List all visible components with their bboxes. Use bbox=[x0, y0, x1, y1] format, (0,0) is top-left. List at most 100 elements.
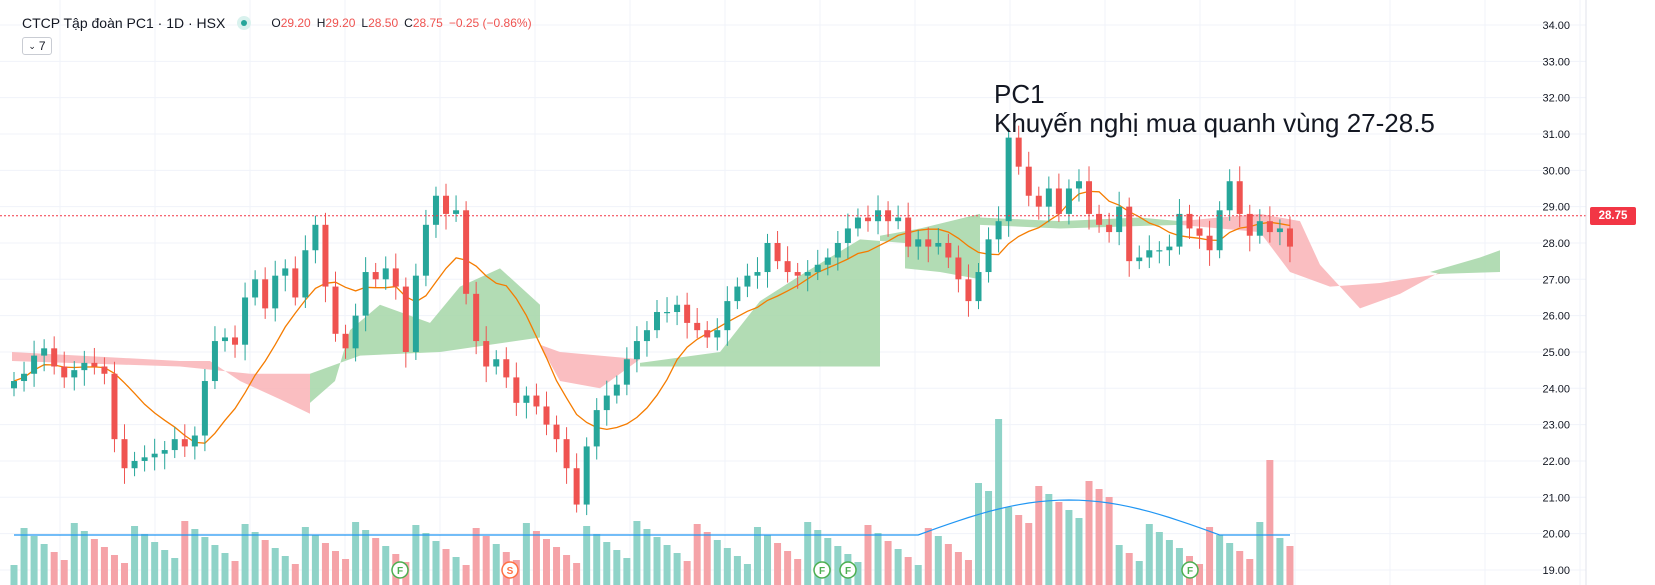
volume-bar bbox=[382, 546, 390, 585]
candle-body bbox=[764, 242, 771, 273]
volume-bar bbox=[653, 537, 661, 585]
volume-bar bbox=[854, 562, 862, 585]
candle-body bbox=[1196, 228, 1203, 236]
candle-body bbox=[252, 279, 259, 298]
candle-body bbox=[684, 304, 691, 323]
candle-body bbox=[201, 381, 208, 436]
indicators-toggle-button[interactable]: ⌄ 7 bbox=[22, 37, 52, 55]
volume-bar bbox=[1065, 510, 1073, 585]
symbol-name[interactable]: CTCP Tập đoàn PC1 · 1D · HSX bbox=[22, 15, 226, 31]
volume-bar bbox=[683, 561, 691, 585]
volume-bar bbox=[1175, 548, 1183, 585]
volume-bar bbox=[1145, 524, 1153, 585]
candle-body bbox=[1176, 213, 1183, 247]
candle-body bbox=[372, 272, 379, 280]
candle-body bbox=[633, 341, 640, 360]
candle-body bbox=[422, 224, 429, 276]
volume-bar bbox=[573, 563, 581, 585]
event-marker: F bbox=[391, 561, 409, 579]
volume-bar bbox=[20, 528, 28, 585]
event-marker-label: F bbox=[819, 566, 825, 577]
close-label: C bbox=[404, 16, 413, 30]
candle-body bbox=[774, 242, 781, 262]
candle-body bbox=[1146, 250, 1153, 258]
candle-body bbox=[1266, 221, 1273, 233]
volume-ma-line bbox=[14, 499, 1290, 536]
candle-body bbox=[171, 439, 178, 451]
event-marker-circle bbox=[1181, 561, 1199, 579]
price-tick-label: 34.00 bbox=[1542, 20, 1570, 32]
candle-body bbox=[905, 217, 912, 247]
price-tick-label: 27.00 bbox=[1542, 274, 1570, 286]
candle-body bbox=[21, 373, 28, 382]
volume-bar bbox=[1075, 518, 1083, 585]
event-marker-label: F bbox=[397, 566, 403, 577]
volume-bar bbox=[713, 540, 721, 585]
volume-bar bbox=[703, 532, 711, 585]
candle-body bbox=[1045, 188, 1052, 207]
volume-bar bbox=[1196, 564, 1204, 585]
high-label: H bbox=[316, 16, 326, 30]
candle-body bbox=[1075, 181, 1082, 189]
price-tick-label: 30.00 bbox=[1542, 165, 1570, 177]
candle-body bbox=[463, 210, 470, 294]
chart-annotation[interactable]: PC1 Khuyến nghị mua quanh vùng 27-28.5 bbox=[994, 80, 1435, 138]
candle-body bbox=[1005, 137, 1012, 222]
event-marker: F bbox=[813, 561, 831, 579]
candle-body bbox=[91, 362, 98, 367]
candle-body bbox=[915, 239, 922, 247]
volume-bar bbox=[563, 555, 571, 585]
volume-bar bbox=[211, 545, 219, 585]
event-marker-label: F bbox=[1187, 566, 1193, 577]
candle-body bbox=[573, 468, 580, 505]
candle-body bbox=[382, 268, 389, 280]
volume-bar bbox=[251, 532, 259, 585]
candle-body bbox=[1015, 137, 1022, 167]
volume-bar bbox=[40, 544, 48, 585]
volume-bar bbox=[1165, 540, 1173, 585]
candle-body bbox=[312, 224, 319, 251]
close-value: 28.75 bbox=[412, 16, 443, 30]
volume-bar bbox=[784, 551, 792, 585]
volume-bar bbox=[693, 524, 701, 585]
volume-bar bbox=[422, 533, 430, 585]
candle-body bbox=[61, 366, 68, 378]
candle-body bbox=[392, 268, 399, 287]
volume-bar bbox=[10, 565, 18, 585]
candle-body bbox=[824, 257, 831, 265]
volume-bar bbox=[261, 540, 269, 585]
candle-body bbox=[643, 330, 650, 342]
candle-body bbox=[1136, 257, 1143, 262]
volume-bar bbox=[1115, 545, 1123, 585]
price-axis[interactable]: 19.00 20.00 21.00 22.00 23.00 24.00 25.00 26.00… bbox=[1542, 20, 1570, 577]
volume-bar bbox=[432, 541, 440, 585]
volume-bar bbox=[995, 419, 1003, 585]
volume-bar bbox=[482, 536, 490, 585]
candle-body bbox=[744, 275, 751, 287]
candle-body bbox=[1226, 181, 1233, 211]
chevron-down-icon: ⌄ bbox=[28, 40, 36, 51]
volume-bar bbox=[944, 544, 952, 585]
volume-bar bbox=[60, 560, 68, 585]
volume-bar bbox=[472, 528, 480, 585]
volume-bar bbox=[954, 552, 962, 585]
price-tick-label: 20.00 bbox=[1542, 529, 1570, 541]
event-marker-circle bbox=[391, 561, 409, 579]
candle-body bbox=[754, 272, 761, 276]
candle-body bbox=[724, 301, 731, 331]
candle-body bbox=[704, 330, 711, 338]
volume-bar bbox=[753, 527, 761, 585]
event-marker-circle bbox=[839, 561, 857, 579]
volume-bar bbox=[1035, 486, 1043, 585]
volume-bar bbox=[1286, 546, 1294, 585]
candle-body bbox=[623, 359, 630, 385]
volume-bar bbox=[311, 535, 319, 585]
volume-bars bbox=[10, 419, 1294, 585]
volume-bar bbox=[1105, 497, 1113, 585]
candle-body bbox=[232, 337, 239, 345]
candle-body bbox=[895, 217, 902, 222]
volume-bar bbox=[1216, 535, 1224, 585]
candle-body bbox=[1025, 166, 1032, 196]
moving-average-line bbox=[13, 190, 1291, 444]
